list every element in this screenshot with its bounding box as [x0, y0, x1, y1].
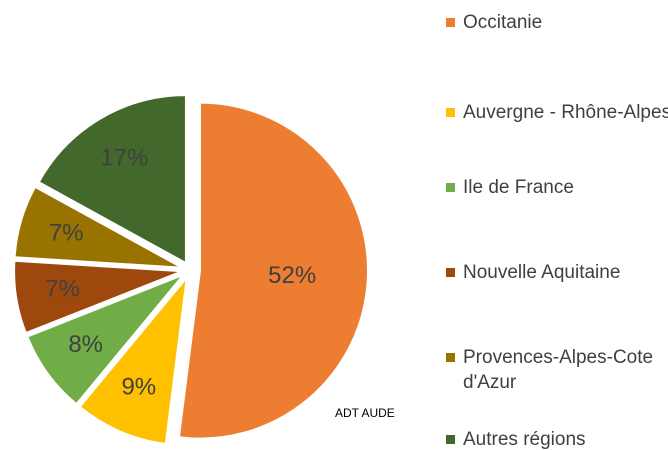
legend-swatch	[446, 18, 455, 27]
pie-slice	[37, 94, 187, 265]
pie-slice	[13, 185, 183, 269]
legend-label: Provences-Alpes-Cote d'Azur	[463, 347, 654, 393]
legend-label: Autres régions	[463, 429, 586, 450]
legend-label: Nouvelle Aquitaine	[463, 262, 621, 283]
legend-entry: Provences-Alpes-Cote d'Azur	[446, 345, 668, 395]
legend-entry: Autres régions	[446, 427, 668, 450]
legend-entry: Ile de France	[446, 175, 668, 200]
legend-entry: Occitanie	[446, 10, 668, 35]
pie-slice	[26, 273, 185, 406]
legend-swatch	[446, 183, 455, 192]
legend-swatch	[446, 108, 455, 117]
data-label: 52%	[268, 262, 316, 289]
data-label: 7%	[49, 219, 84, 246]
pie-slice	[78, 274, 189, 446]
annotation: ADT AUDE	[335, 406, 395, 420]
data-label: 7%	[45, 276, 80, 303]
data-label: 8%	[68, 331, 103, 358]
pie-slice	[177, 101, 369, 440]
legend-label: Occitanie	[463, 12, 543, 33]
legend-entry: Nouvelle Aquitaine	[446, 260, 668, 285]
legend-label: Auvergne - Rhône-Alpes	[463, 102, 668, 123]
data-label: 17%	[100, 144, 148, 171]
data-label: 9%	[121, 374, 156, 401]
legend-entry: Auvergne - Rhône-Alpes	[446, 100, 668, 125]
pie-slice	[13, 259, 183, 335]
legend-label: Ile de France	[463, 177, 574, 198]
legend-swatch	[446, 353, 455, 362]
legend-swatch	[446, 268, 455, 277]
legend-swatch	[446, 435, 455, 444]
